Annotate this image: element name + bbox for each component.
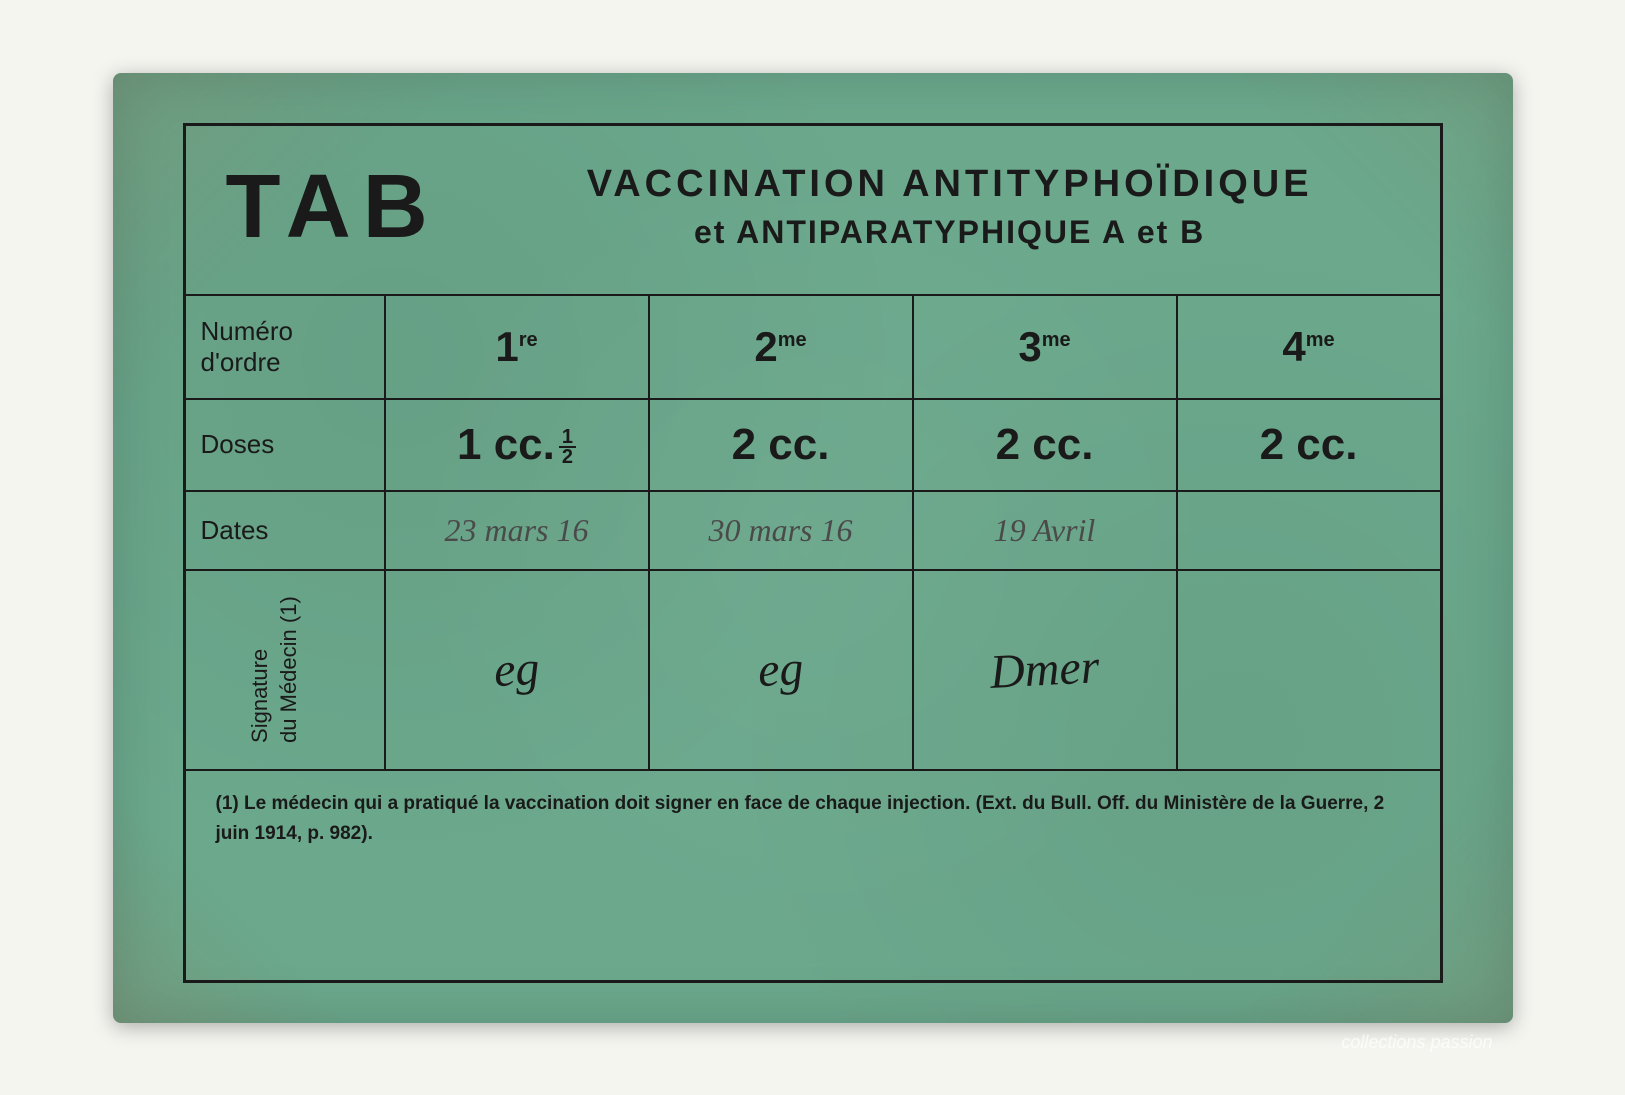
title-line-1: VACCINATION ANTITYPHOÏDIQUE (500, 163, 1400, 206)
cell-signature-2: eg (650, 571, 914, 769)
dose-value-3: 2 cc. (996, 420, 1094, 470)
ordinal-suffix-4: me (1306, 329, 1335, 351)
card-title: VACCINATION ANTITYPHOÏDIQUE et ANTIPARAT… (500, 163, 1400, 251)
signature-2: eg (756, 641, 804, 698)
ordinal-num-4: 4 (1282, 323, 1305, 370)
row-label-doses: Doses (186, 400, 386, 490)
cell-dose-2: 2 cc. (650, 400, 914, 490)
dose-value-4: 2 cc. (1260, 420, 1358, 470)
cell-date-1: 23 mars 16 (386, 492, 650, 569)
vaccination-card: TAB VACCINATION ANTITYPHOÏDIQUE et ANTIP… (113, 73, 1513, 1023)
table-row-doses: Doses 1 cc.12 2 cc. 2 cc. 2 cc. (186, 400, 1440, 492)
cell-dose-3: 2 cc. (914, 400, 1178, 490)
signature-1: eg (492, 641, 540, 698)
ordinal-suffix-2: me (778, 329, 807, 351)
ordinal-num-3: 3 (1018, 323, 1041, 370)
date-3: 19 Avril (994, 512, 1096, 549)
cell-signature-1: eg (386, 571, 650, 769)
cell-ordinal-4: 4me (1178, 296, 1440, 398)
row-label-dates: Dates (186, 492, 386, 569)
ordinal-suffix-3: me (1042, 329, 1071, 351)
cell-date-3: 19 Avril (914, 492, 1178, 569)
card-header: TAB VACCINATION ANTITYPHOÏDIQUE et ANTIP… (186, 126, 1440, 296)
footnote-text: (1) Le médecin qui a pratiqué la vaccina… (186, 771, 1440, 868)
cell-date-4 (1178, 492, 1440, 569)
cell-ordinal-1: 1re (386, 296, 650, 398)
table-row-signature: Signature du Médecin (1) eg eg Dmer (186, 571, 1440, 771)
cell-dose-1: 1 cc.12 (386, 400, 650, 490)
fraction-den-1: 2 (562, 448, 573, 466)
dose-value-1: 1 cc. (457, 420, 555, 469)
ordinal-num-2: 2 (754, 323, 777, 370)
card-border: TAB VACCINATION ANTITYPHOÏDIQUE et ANTIP… (183, 123, 1443, 983)
cell-ordinal-2: 2me (650, 296, 914, 398)
vaccination-table: Numéro d'ordre 1re 2me 3me 4me Doses (186, 296, 1440, 771)
title-line-2: et ANTIPARATYPHIQUE A et B (500, 214, 1400, 251)
cell-signature-4 (1178, 571, 1440, 769)
cell-ordinal-3: 3me (914, 296, 1178, 398)
table-row-ordinal: Numéro d'ordre 1re 2me 3me 4me (186, 296, 1440, 400)
ordinal-suffix-1: re (519, 329, 538, 351)
cell-dose-4: 2 cc. (1178, 400, 1440, 490)
table-row-dates: Dates 23 mars 16 30 mars 16 19 Avril (186, 492, 1440, 571)
signature-3: Dmer (988, 639, 1100, 700)
signature-label-2: du Médecin (1) (275, 596, 300, 743)
signature-label-1: Signature (246, 649, 271, 743)
row-label-signature: Signature du Médecin (1) (186, 571, 386, 769)
row-label-numero: Numéro d'ordre (186, 296, 386, 398)
dose-value-2: 2 cc. (732, 420, 830, 470)
date-2: 30 mars 16 (708, 512, 852, 549)
cell-signature-3: Dmer (914, 571, 1178, 769)
ordinal-num-1: 1 (495, 323, 518, 370)
cell-date-2: 30 mars 16 (650, 492, 914, 569)
date-1: 23 mars 16 (444, 512, 588, 549)
watermark-text: collections passion (1341, 1032, 1492, 1053)
tab-code: TAB (226, 156, 440, 259)
fraction-num-1: 1 (559, 428, 576, 448)
